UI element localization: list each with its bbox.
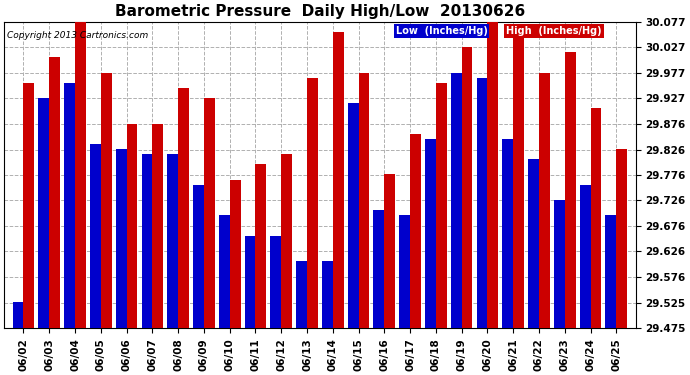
Bar xyxy=(373,210,384,328)
Bar xyxy=(451,73,462,328)
Bar xyxy=(487,22,498,328)
Bar xyxy=(580,184,591,328)
Bar xyxy=(193,184,204,328)
Bar xyxy=(348,103,359,328)
Bar xyxy=(477,78,487,328)
Bar xyxy=(126,123,137,328)
Bar xyxy=(462,47,473,328)
Bar xyxy=(282,154,292,328)
Bar xyxy=(204,98,215,328)
Bar xyxy=(12,302,23,328)
Bar xyxy=(39,98,49,328)
Bar xyxy=(75,22,86,328)
Bar xyxy=(333,32,344,328)
Bar xyxy=(296,261,307,328)
Bar xyxy=(554,200,564,328)
Bar xyxy=(436,83,446,328)
Bar xyxy=(245,236,255,328)
Bar xyxy=(101,73,112,328)
Text: Low  (Inches/Hg): Low (Inches/Hg) xyxy=(395,26,488,36)
Bar xyxy=(591,108,601,328)
Text: Copyright 2013 Cartronics.com: Copyright 2013 Cartronics.com xyxy=(8,31,148,40)
Bar xyxy=(230,180,241,328)
Bar xyxy=(49,57,60,328)
Bar xyxy=(384,174,395,328)
Bar xyxy=(605,215,616,328)
Bar xyxy=(116,149,126,328)
Bar xyxy=(23,83,34,328)
Bar xyxy=(502,139,513,328)
Bar xyxy=(322,261,333,328)
Bar xyxy=(359,73,369,328)
Bar xyxy=(400,215,410,328)
Bar xyxy=(307,78,318,328)
Bar xyxy=(539,73,550,328)
Bar xyxy=(167,154,178,328)
Bar xyxy=(564,52,575,328)
Bar xyxy=(141,154,152,328)
Bar xyxy=(270,236,282,328)
Bar xyxy=(425,139,436,328)
Bar xyxy=(616,149,627,328)
Text: High  (Inches/Hg): High (Inches/Hg) xyxy=(506,26,602,36)
Bar xyxy=(90,144,101,328)
Bar xyxy=(410,134,421,328)
Bar xyxy=(152,123,164,328)
Bar xyxy=(178,88,189,328)
Bar xyxy=(219,215,230,328)
Bar xyxy=(528,159,539,328)
Bar xyxy=(255,164,266,328)
Bar xyxy=(513,32,524,328)
Bar xyxy=(64,83,75,328)
Title: Barometric Pressure  Daily High/Low  20130626: Barometric Pressure Daily High/Low 20130… xyxy=(115,4,525,19)
